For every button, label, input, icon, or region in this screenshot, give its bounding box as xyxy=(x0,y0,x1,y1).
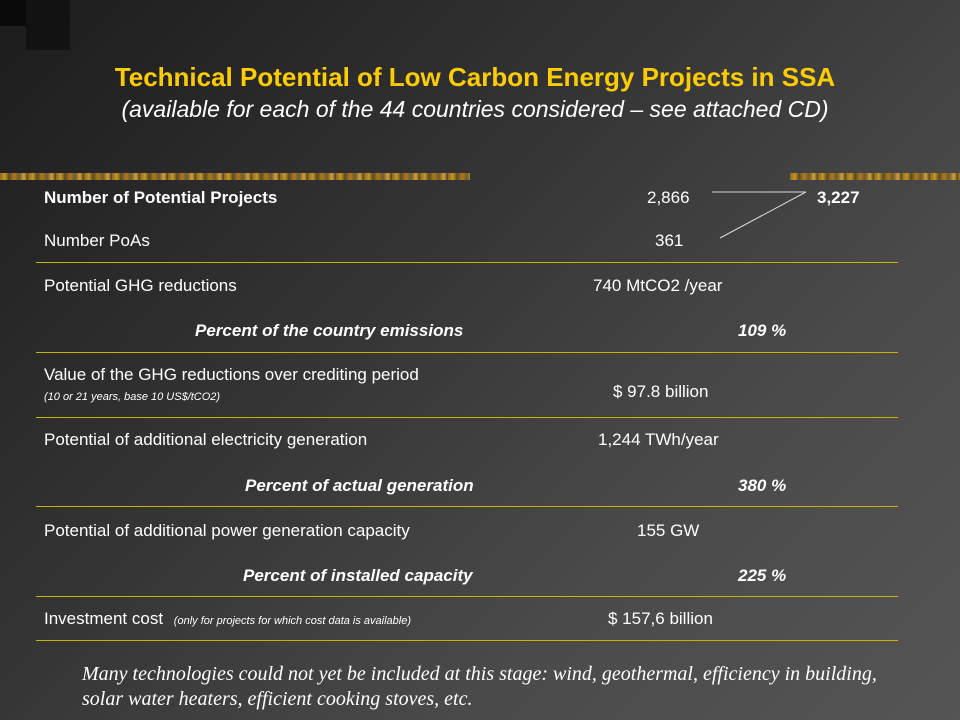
ghg-value-note: (10 or 21 years, base 10 US$/tCO2) xyxy=(44,391,221,403)
footnote: Many technologies could not yet be inclu… xyxy=(82,663,877,710)
electricity-percent-value: 380 % xyxy=(738,476,787,495)
decorative-band-right xyxy=(790,173,960,180)
capacity-percent-value: 225 % xyxy=(738,566,787,585)
slide-title: Technical Potential of Low Carbon Energy… xyxy=(114,62,836,92)
corner-decoration-shade xyxy=(26,0,70,50)
ghg-value-amount: $ 97.8 billion xyxy=(613,382,709,401)
investment-value: $ 157,6 billion xyxy=(608,609,713,628)
ghg-label: Potential GHG reductions xyxy=(44,276,237,295)
investment-note: (only for projects for which cost data i… xyxy=(173,615,412,627)
ghg-value: 740 MtCO2 /year xyxy=(593,276,723,295)
electricity-label: Potential of additional electricity gene… xyxy=(44,430,368,449)
row-divider xyxy=(36,506,898,507)
capacity-label: Potential of additional power generation… xyxy=(44,521,410,540)
capacity-value: 155 GW xyxy=(637,521,700,540)
corner-decoration xyxy=(0,0,26,26)
poas-value: 361 xyxy=(655,231,684,250)
projects-value: 2,866 xyxy=(647,188,690,207)
row-divider xyxy=(36,596,898,597)
ghg-percent-value: 109 % xyxy=(738,321,787,340)
ghg-percent-label: Percent of the country emissions xyxy=(195,321,464,340)
projects-total: 3,227 xyxy=(817,188,860,207)
total-connector-lines xyxy=(712,191,807,239)
ghg-value-label: Value of the GHG reductions over crediti… xyxy=(44,365,419,384)
row-divider xyxy=(36,417,898,418)
poas-label: Number PoAs xyxy=(44,231,150,250)
row-divider xyxy=(36,262,898,263)
decorative-band-left xyxy=(0,173,470,180)
capacity-percent-label: Percent of installed capacity xyxy=(243,566,473,585)
electricity-value: 1,244 TWh/year xyxy=(598,430,719,449)
projects-label: Number of Potential Projects xyxy=(44,188,278,207)
row-divider xyxy=(36,640,898,641)
slide-subtitle: (available for each of the 44 countries … xyxy=(121,96,829,122)
row-divider xyxy=(36,352,898,353)
investment-label: Investment cost (only for projects for w… xyxy=(44,609,411,631)
investment-label-text: Investment cost xyxy=(44,609,164,628)
electricity-percent-label: Percent of actual generation xyxy=(245,476,474,495)
